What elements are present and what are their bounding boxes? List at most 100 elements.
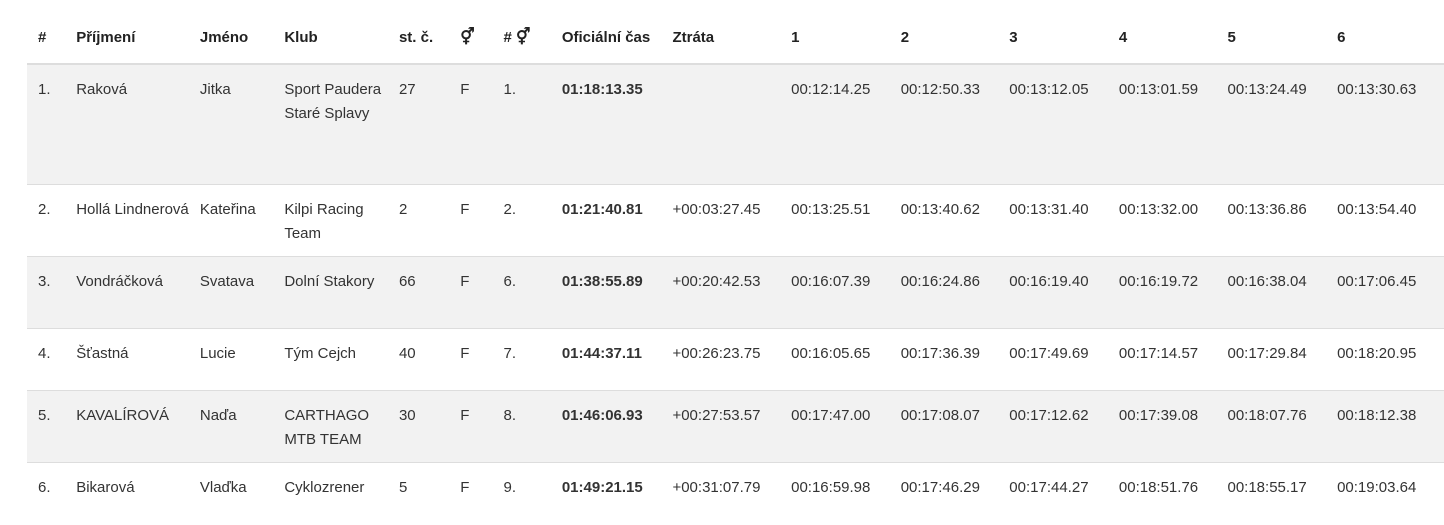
cell-lap-1: 00:12:14.25 [780,63,890,184]
cell-lap-6: 00:17:06.45 [1326,255,1435,328]
cell-lap-6: 00:18:20.95 [1326,327,1435,390]
cell-lap-3: 00:17:12.62 [998,389,1108,462]
cell-lap-2: 00:17:08.07 [889,389,999,462]
cell-lap-2: 00:17:46.29 [889,461,999,524]
header-edge [1434,0,1444,65]
table-row[interactable]: 2. Hollá Lindnerová Kateřina Kilpi Racing T… [27,183,1444,256]
gender-icon: ⚥ [516,29,531,46]
gender-icon: ⚥ [460,29,475,46]
cell-club: CARTHAGO MTB TEAM [273,389,388,462]
cell-gender-rank: 6. [492,255,551,328]
cell-surname: Raková [65,63,189,184]
cell-lap-1: 00:16:59.98 [780,461,890,524]
cell-first-name: Svatava [188,255,274,328]
cell-official-time: 01:18:13.35 [550,63,662,184]
cell-gender: F [449,183,493,256]
cell-first-name: Naďa [188,389,274,462]
cell-lap-5: 00:16:38.04 [1216,255,1327,328]
cell-lap-5: 00:13:36.86 [1216,183,1327,256]
cell-lap-1: 00:17:47.00 [780,389,890,462]
results-table: # Příjmení Jméno Klub st. č. ⚥ # ⚥ Ofici… [27,0,1444,524]
header-surname[interactable]: Příjmení [65,0,189,65]
cell-loss [661,63,781,184]
cell-loss: +00:31:07.79 [661,461,781,524]
cell-first-name: Jitka [188,63,274,184]
header-first-name[interactable]: Jméno [188,0,274,65]
cell-gender-rank: 7. [492,327,551,390]
header-gender-rank[interactable]: # ⚥ [492,0,551,65]
cell-surname: Vondráčková [65,255,189,328]
header-row: # Příjmení Jméno Klub st. č. ⚥ # ⚥ Ofici… [27,0,1444,65]
cell-lap-2: 00:13:40.62 [889,183,999,256]
cell-start-number: 66 [387,255,450,328]
cell-lap-5: 00:18:07.76 [1216,389,1327,462]
header-start-number[interactable]: st. č. [387,0,450,65]
cell-gender: F [449,461,493,524]
cell-rank: 5. [27,389,66,462]
header-club[interactable]: Klub [273,0,388,65]
cell-lap-5: 00:17:29.84 [1216,327,1327,390]
table-row[interactable]: 3. Vondráčková Svatava Dolní Stakory 66 F 6. 01… [27,255,1444,328]
table-row[interactable]: 1. Raková Jitka Sport Paudera Staré Splavy 2… [27,63,1444,184]
cell-action [1434,63,1444,184]
header-lap-2[interactable]: 2 [889,0,999,65]
cell-gender: F [449,327,493,390]
cell-gender: F [449,63,493,184]
table-row[interactable]: 5. KAVALÍROVÁ Naďa CARTHAGO MTB TEAM 30 F 8. 01… [27,389,1444,462]
cell-club: Cyklozrener [273,461,388,524]
cell-start-number: 40 [387,327,450,390]
cell-lap-5: 00:18:55.17 [1216,461,1327,524]
cell-surname: Bikarová [65,461,189,524]
table-row[interactable]: 6. Bikarová Vlaďka Cyklozrener 5 F 9. 01:49:21.… [27,461,1444,524]
cell-lap-4: 00:18:51.76 [1107,461,1217,524]
header-lap-6[interactable]: 6 [1326,0,1435,65]
cell-official-time: 01:49:21.15 [550,461,662,524]
cell-official-time: 01:21:40.81 [550,183,662,256]
cell-start-number: 2 [387,183,450,256]
cell-action [1434,461,1444,524]
cell-lap-6: 00:13:54.40 [1326,183,1435,256]
cell-loss: +00:20:42.53 [661,255,781,328]
header-gender[interactable]: ⚥ [449,0,493,65]
cell-start-number: 27 [387,63,450,184]
cell-loss: +00:27:53.57 [661,389,781,462]
cell-rank: 2. [27,183,66,256]
cell-start-number: 30 [387,389,450,462]
cell-lap-5: 00:13:24.49 [1216,63,1327,184]
header-lap-1[interactable]: 1 [780,0,890,65]
header-lap-5[interactable]: 5 [1216,0,1327,65]
table-row[interactable]: 4. Šťastná Lucie Tým Cejch 40 F 7. 01:44:37.11 +… [27,327,1444,390]
cell-lap-4: 00:13:32.00 [1107,183,1217,256]
cell-rank: 1. [27,63,66,184]
header-lap-4[interactable]: 4 [1107,0,1217,65]
cell-lap-1: 00:13:25.51 [780,183,890,256]
cell-start-number: 5 [387,461,450,524]
cell-lap-1: 00:16:05.65 [780,327,890,390]
cell-rank: 4. [27,327,66,390]
gender-rank-prefix: # [503,29,512,46]
cell-loss: +00:26:23.75 [661,327,781,390]
cell-gender: F [449,389,493,462]
cell-gender-rank: 1. [492,63,551,184]
cell-first-name: Vlaďka [188,461,274,524]
header-official-time[interactable]: Oficiální čas [550,0,662,65]
cell-lap-6: 00:18:12.38 [1326,389,1435,462]
cell-club: Sport Paudera Staré Splavy [273,63,388,184]
cell-lap-4: 00:13:01.59 [1107,63,1217,184]
cell-lap-3: 00:13:31.40 [998,183,1108,256]
cell-lap-2: 00:12:50.33 [889,63,999,184]
cell-rank: 3. [27,255,66,328]
cell-lap-3: 00:17:44.27 [998,461,1108,524]
header-loss[interactable]: Ztráta [661,0,781,65]
cell-action [1434,255,1444,328]
cell-surname: KAVALÍROVÁ [65,389,189,462]
cell-surname: Hollá Lindnerová [65,183,189,256]
cell-lap-6: 00:13:30.63 [1326,63,1435,184]
cell-action [1434,183,1444,256]
header-lap-3[interactable]: 3 [998,0,1108,65]
cell-gender-rank: 2. [492,183,551,256]
cell-official-time: 01:44:37.11 [550,327,662,390]
cell-club: Kilpi Racing Team [273,183,388,256]
cell-rank: 6. [27,461,66,524]
header-rank[interactable]: # [27,0,66,65]
